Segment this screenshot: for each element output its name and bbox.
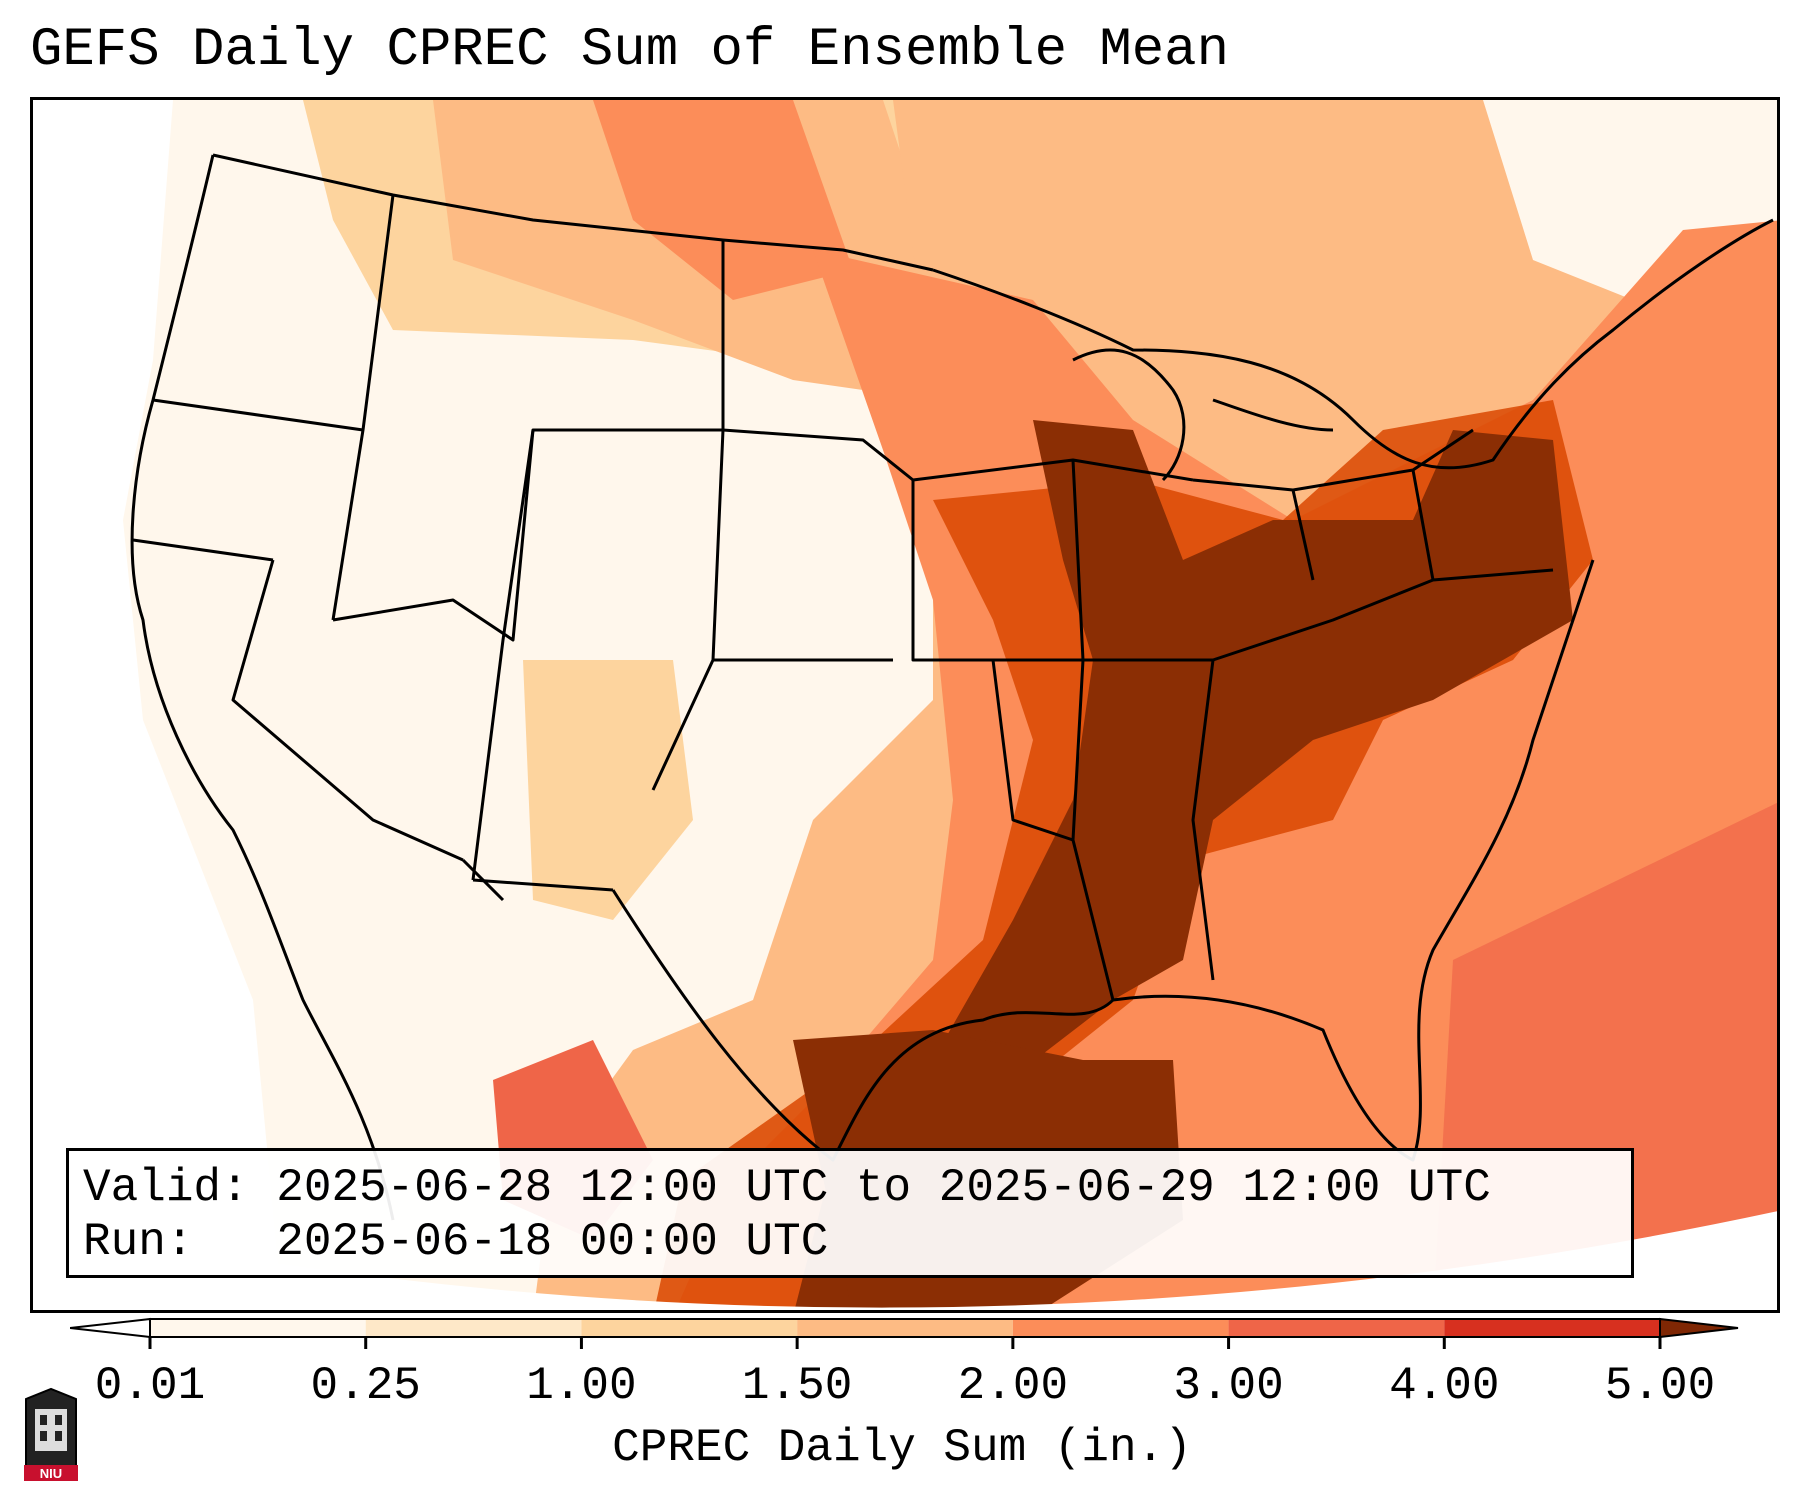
projection-edge	[33, 1211, 1777, 1310]
colorbar-segments	[70, 1317, 1739, 1339]
colorbar-under-arrow	[70, 1317, 151, 1339]
eastern-state-lines	[1192, 428, 1554, 662]
southeast-coast	[1112, 559, 1595, 1162]
valid-run-info-box: Valid: 2025-06-28 12:00 UTC to 2025-06-2…	[66, 1148, 1634, 1278]
northern-border-east	[932, 218, 1774, 470]
colorbar-outline	[149, 1318, 1661, 1338]
colorbar-tick-label: 1.00	[526, 1360, 637, 1412]
colorbar-tick-label: 4.00	[1389, 1360, 1500, 1412]
logo-building-icon	[35, 1409, 67, 1451]
colorbar-segment	[1012, 1319, 1229, 1337]
colorbar-segment	[1444, 1319, 1660, 1337]
texas-gulf-coast	[611, 889, 1115, 1162]
dry-region-pacific	[33, 100, 283, 1310]
southwest-cell	[523, 660, 693, 920]
dakotas-cell	[593, 100, 853, 300]
colorbar-tick-label: 0.25	[310, 1360, 421, 1412]
state-boundaries	[130, 153, 1774, 1221]
colorbar-segment	[365, 1319, 582, 1337]
pacific-coast	[130, 154, 395, 1221]
colorbar-label: CPREC Daily Sum (in.)	[612, 1422, 1192, 1474]
colorbar-tick-label: 0.01	[94, 1360, 206, 1412]
colorbar-tick-label: 5.00	[1604, 1360, 1716, 1412]
colorbar-segment	[150, 1319, 366, 1337]
map-title: GEFS Daily CPREC Sum of Ensemble Mean	[30, 20, 1229, 81]
great-lakes	[1072, 348, 1334, 482]
colorbar-segment	[581, 1319, 798, 1337]
run-time-line: Run: 2025-06-18 00:00 UTC	[83, 1216, 829, 1268]
map-panel	[30, 97, 1780, 1313]
us-canada-border	[212, 153, 934, 272]
colorbar-segment	[1228, 1319, 1445, 1337]
precip-shading	[33, 100, 1777, 1310]
colorbar-tick-label: 1.50	[741, 1360, 853, 1412]
colorbar-tick-label: 2.00	[957, 1360, 1069, 1412]
western-states	[132, 398, 505, 902]
logo-text: NIU	[40, 1466, 62, 1481]
valid-time-line: Valid: 2025-06-28 12:00 UTC to 2025-06-2…	[83, 1162, 1491, 1214]
colorbar	[70, 1317, 1739, 1349]
rockies-lines	[471, 428, 893, 892]
mountain-west-lines	[331, 194, 653, 642]
colorbar-over-arrow	[1659, 1317, 1739, 1339]
colorbar-segment	[797, 1319, 1013, 1337]
colorbar-tick-label: 3.00	[1173, 1360, 1284, 1412]
colorbar-ticks	[148, 1337, 1662, 1349]
midwest-south-lines	[912, 458, 1215, 1001]
niu-logo: NIU	[24, 1387, 78, 1481]
plains-lines	[721, 240, 1074, 842]
precip-map	[33, 100, 1777, 1310]
